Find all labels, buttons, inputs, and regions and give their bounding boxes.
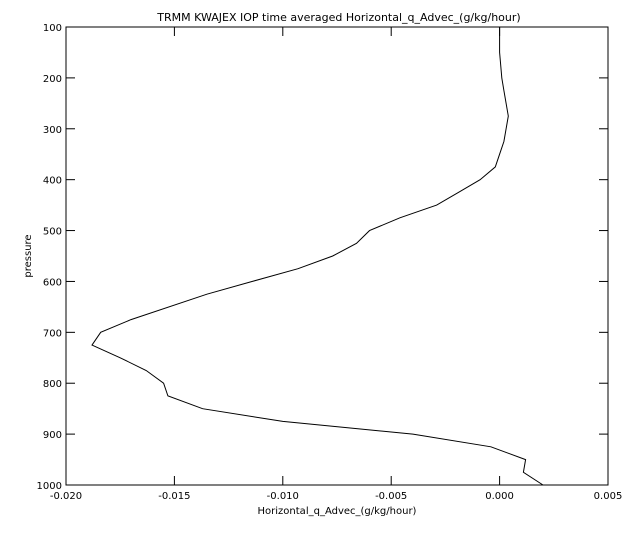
y-axis: 100 200 300 400 500 600 700 800 900 1000 [37, 23, 608, 492]
y-tick-label: 1000 [37, 481, 62, 492]
chart-title: TRMM KWAJEX IOP time averaged Horizontal… [156, 11, 520, 24]
series-line [91, 27, 544, 486]
y-tick-label: 300 [43, 125, 62, 136]
y-tick-label: 200 [43, 74, 62, 85]
x-tick-label: -0.005 [375, 491, 407, 502]
y-tick-label: 400 [43, 176, 62, 187]
y-tick-label: 700 [43, 328, 62, 339]
plot-frame [65, 26, 609, 486]
x-axis-label: Horizontal_q_Advec_(g/kg/hour) [258, 506, 417, 517]
y-tick-label: 600 [43, 277, 62, 288]
x-tick-label: -0.020 [50, 491, 82, 502]
y-tick-label: 800 [43, 379, 62, 390]
y-tick-label: 100 [43, 23, 62, 34]
x-tick-label: 0.005 [594, 491, 623, 502]
x-tick-label: -0.015 [158, 491, 190, 502]
y-tick-label: 500 [43, 227, 62, 238]
x-tick-label: 0.000 [485, 491, 514, 502]
y-axis-label: pressure [23, 234, 34, 277]
x-tick-label: -0.010 [267, 491, 299, 502]
x-axis: -0.020 -0.015 -0.010 -0.005 0.000 0.005 [50, 27, 622, 502]
y-tick-label: 900 [43, 430, 62, 441]
